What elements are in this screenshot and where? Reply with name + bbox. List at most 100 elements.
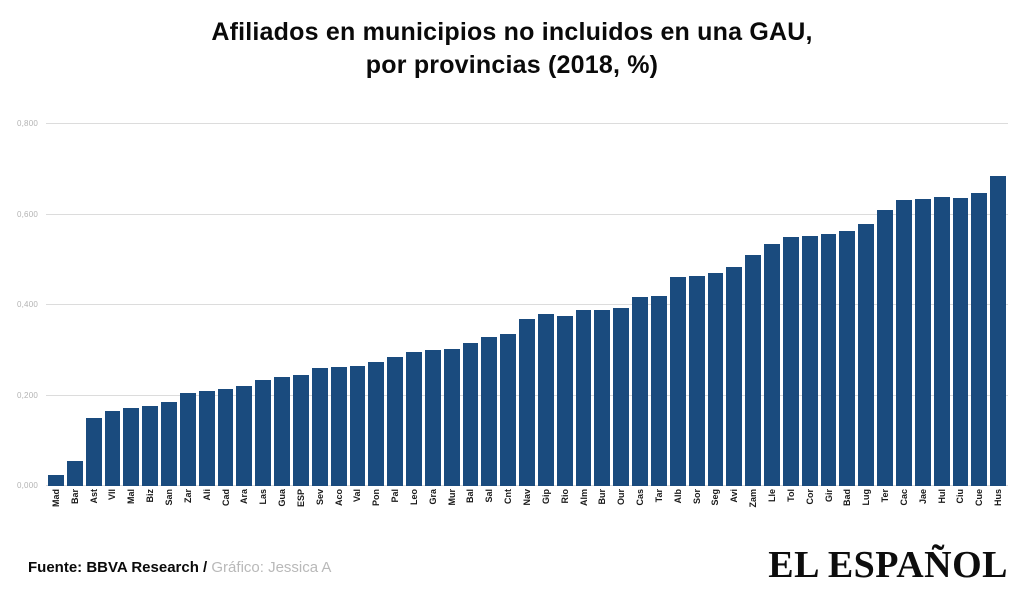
y-tick-label: 0,600 — [16, 209, 38, 219]
x-tick-label: Zar — [182, 489, 193, 504]
x-tick-label: San — [163, 489, 174, 506]
bar-Zam — [745, 255, 762, 486]
x-label-cell: Tar — [651, 486, 667, 534]
x-tick-label: Cnt — [503, 489, 514, 504]
bar-Ali — [198, 390, 215, 486]
x-tick-label: Gua — [277, 489, 288, 507]
x-tick-label: Mad — [50, 489, 61, 507]
bar-column — [104, 124, 121, 486]
x-tick-label: Lug — [861, 489, 872, 506]
x-label-cell: Mad — [48, 486, 64, 534]
chart-title: Afiliados en municipios no incluidos en … — [211, 18, 813, 79]
bar-column — [745, 124, 762, 486]
gridline — [46, 213, 1008, 215]
x-label-cell: Bur — [594, 486, 610, 534]
x-tick-label: Cas — [635, 489, 646, 506]
x-tick-label: Nav — [522, 489, 533, 506]
x-tick-label: Sor — [691, 489, 702, 505]
bar-Mur — [443, 348, 460, 486]
x-label-cell: Cas — [632, 486, 648, 534]
bar-Tar — [651, 295, 667, 486]
x-tick-label: Cad — [220, 489, 231, 507]
bar-Jae — [914, 198, 931, 486]
x-label-cell: Hus — [990, 486, 1006, 534]
bar-Cad — [217, 388, 234, 486]
bar-Cas — [632, 296, 648, 486]
bar-Bur — [594, 309, 611, 486]
bar-column — [274, 124, 290, 486]
x-tick-label: Jae — [917, 489, 928, 505]
x-label-cell: Vll — [105, 486, 121, 534]
x-tick-label: Pon — [371, 489, 382, 506]
x-label-cell: Biz — [142, 486, 158, 534]
x-label-cell: Sal — [481, 486, 497, 534]
x-label-cell: Val — [350, 486, 366, 534]
bar-Las — [255, 379, 272, 486]
x-label-cell: Ter — [877, 486, 893, 534]
x-label-cell: Tol — [783, 486, 799, 534]
bar-column — [142, 124, 159, 486]
bar-Bal — [462, 343, 479, 486]
bar-column — [406, 124, 422, 486]
x-tick-label: Sev — [314, 489, 325, 506]
x-label-cell: Lug — [858, 486, 874, 534]
x-label-cell: Cac — [896, 486, 912, 534]
bar-Alm — [575, 310, 592, 486]
bar-column — [500, 124, 517, 486]
x-label-cell: San — [161, 486, 177, 534]
bar-column — [481, 124, 498, 486]
x-label-cell: Avi — [726, 486, 742, 534]
x-tick-label: Tar — [653, 489, 664, 503]
bar-Cor — [801, 235, 818, 486]
x-tick-label: Ali — [201, 489, 212, 501]
x-tick-label: Mur — [446, 489, 457, 506]
x-label-cell: Pon — [368, 486, 384, 534]
x-label-cell: Alm — [576, 486, 592, 534]
bar-Gra — [424, 350, 441, 486]
x-tick-label: Biz — [145, 489, 156, 503]
bar-Rio — [556, 315, 573, 486]
bar-Lle — [764, 243, 780, 486]
x-tick-label: Ter — [880, 489, 891, 503]
x-tick-label: Leo — [408, 489, 419, 506]
bar-column — [368, 124, 385, 486]
x-tick-label: Pal — [390, 489, 401, 503]
x-label-cell: Jae — [915, 486, 931, 534]
x-tick-label: Bar — [69, 489, 80, 505]
bar-column — [707, 124, 724, 486]
bar-column — [217, 124, 234, 486]
y-axis: 0,000 0,200 0,400 0,600 0,800 — [8, 119, 42, 490]
x-label-cell: Ciu — [953, 486, 969, 534]
x-label-cell: Cnt — [500, 486, 516, 534]
bar-Nav — [519, 319, 535, 486]
bar-column — [198, 124, 215, 486]
x-label-cell: Pal — [387, 486, 403, 534]
bar-Val — [349, 365, 366, 486]
x-label-cell: Gip — [538, 486, 554, 534]
bar-column — [632, 124, 648, 486]
bar-column — [688, 124, 705, 486]
x-label-cell: Ast — [86, 486, 102, 534]
x-tick-label: ESP — [295, 489, 306, 508]
x-label-cell: ESP — [293, 486, 309, 534]
x-label-cell: Zar — [180, 486, 196, 534]
x-tick-label: Cue — [974, 489, 985, 507]
source-label: Fuente: BBVA Research / — [28, 559, 208, 576]
x-label-cell: Bad — [839, 486, 855, 534]
x-tick-label: Cor — [804, 489, 815, 505]
x-tick-label: Ara — [239, 489, 250, 505]
bar-column — [952, 124, 969, 486]
x-label-cell: Sev — [312, 486, 328, 534]
x-tick-label: Vll — [107, 489, 118, 501]
x-label-cell: Bal — [463, 486, 479, 534]
bar-column — [914, 124, 931, 486]
bar-Seg — [707, 273, 724, 486]
source-credit: Fuente: BBVA Research / Gráfico: Jessica… — [28, 559, 331, 584]
bar-Our — [613, 308, 630, 486]
bar-column — [858, 124, 875, 486]
x-tick-label: Ciu — [955, 489, 966, 504]
bar-Hus — [990, 176, 1007, 486]
x-tick-label: Las — [258, 489, 269, 505]
bar-column — [85, 124, 102, 486]
y-tick-label: 0,800 — [16, 119, 38, 128]
